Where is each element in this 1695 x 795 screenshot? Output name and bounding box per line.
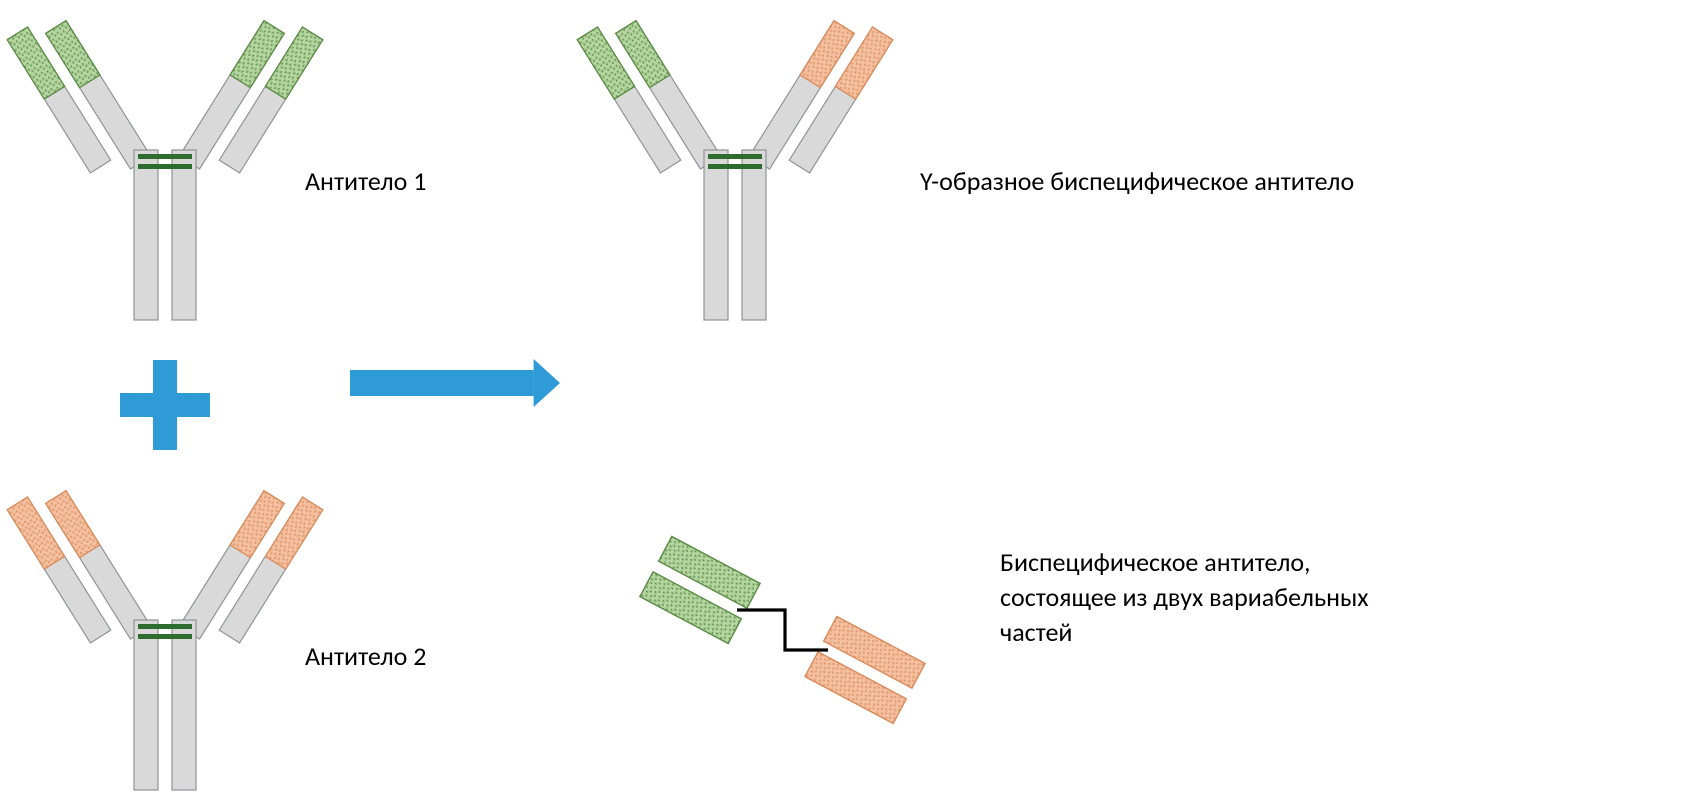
bispecific-y-antibody	[577, 8, 893, 320]
label-antibody-1: Антитело 1	[305, 165, 426, 197]
label-bispecific-y: Y-образное биспецифическое антитело	[920, 165, 1354, 197]
label-bispecific-fragment: Биспецифическое антитело, состоящее из д…	[1000, 545, 1369, 650]
bispecific-fragment	[640, 537, 925, 724]
plus-icon	[120, 360, 210, 450]
label-antibody-2: Антитело 2	[305, 640, 426, 672]
antibody-2	[7, 478, 323, 790]
antibody-1	[7, 8, 323, 320]
arrow-icon	[350, 359, 560, 407]
